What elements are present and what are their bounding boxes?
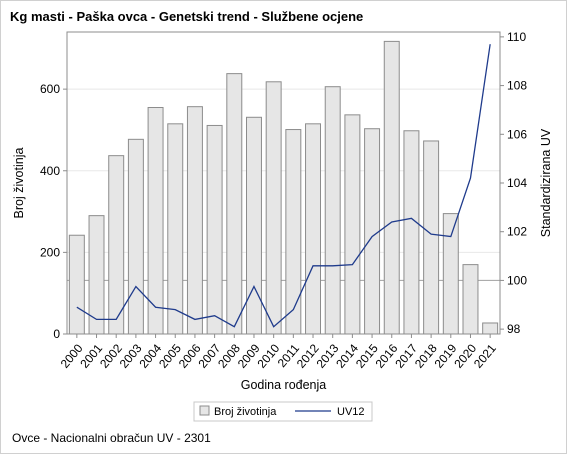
right-tick-label: 100 bbox=[507, 273, 527, 287]
x-axis-title: Godina rođenja bbox=[241, 378, 327, 392]
right-tick-label: 104 bbox=[507, 176, 527, 190]
bar-2007 bbox=[206, 124, 223, 335]
right-tick-label: 110 bbox=[507, 30, 526, 44]
bar-2020 bbox=[462, 264, 479, 335]
legend-bar-label: Broj životinja bbox=[214, 406, 277, 418]
bar-2014 bbox=[344, 114, 361, 335]
right-tick-label: 98 bbox=[507, 322, 521, 336]
right-tick-label: 108 bbox=[507, 79, 527, 93]
chart-title: Kg masti - Paška ovca - Genetski trend -… bbox=[10, 9, 364, 24]
y-axis-title: Broj životinja bbox=[12, 148, 26, 219]
left-tick-label: 600 bbox=[40, 82, 60, 96]
bar-2000 bbox=[68, 234, 85, 335]
bar-2012 bbox=[305, 123, 322, 335]
right-tick-label: 102 bbox=[507, 225, 527, 239]
legend: Broj životinja UV12 bbox=[193, 401, 373, 422]
bar-2019 bbox=[442, 213, 459, 335]
left-tick-label: 200 bbox=[40, 245, 60, 259]
line-layer bbox=[76, 44, 491, 328]
bar-2017 bbox=[403, 130, 420, 335]
bar-2006 bbox=[186, 106, 203, 335]
left-tick-label: 0 bbox=[53, 327, 60, 341]
bar-2003 bbox=[127, 138, 144, 335]
bar-2008 bbox=[226, 73, 243, 335]
legend-bar-swatch bbox=[199, 405, 210, 416]
right-tick-label: 106 bbox=[507, 127, 527, 141]
bar-2018 bbox=[423, 140, 440, 335]
bar-2013 bbox=[324, 86, 341, 335]
bar-2016 bbox=[383, 40, 400, 335]
legend-box bbox=[193, 401, 373, 422]
legend-line-label: UV12 bbox=[337, 406, 365, 418]
bar-2015 bbox=[364, 128, 381, 335]
bar-2011 bbox=[285, 129, 302, 335]
bar-2004 bbox=[147, 107, 164, 335]
axis-layer: 0200400600981001021041061081102000200120… bbox=[12, 30, 553, 392]
bar-2005 bbox=[167, 123, 184, 335]
bar-2009 bbox=[246, 116, 262, 335]
y2-axis-title: Standardizirana UV bbox=[539, 128, 553, 237]
uv12-line bbox=[76, 44, 491, 328]
footnote: Ovce - Nacionalni obračun UV - 2301 bbox=[12, 431, 211, 445]
left-tick-label: 400 bbox=[40, 164, 60, 178]
bar-2021 bbox=[482, 322, 499, 335]
x-tick-label: 2021 bbox=[471, 341, 499, 371]
bar-2002 bbox=[108, 155, 125, 335]
bar-2010 bbox=[265, 81, 282, 335]
